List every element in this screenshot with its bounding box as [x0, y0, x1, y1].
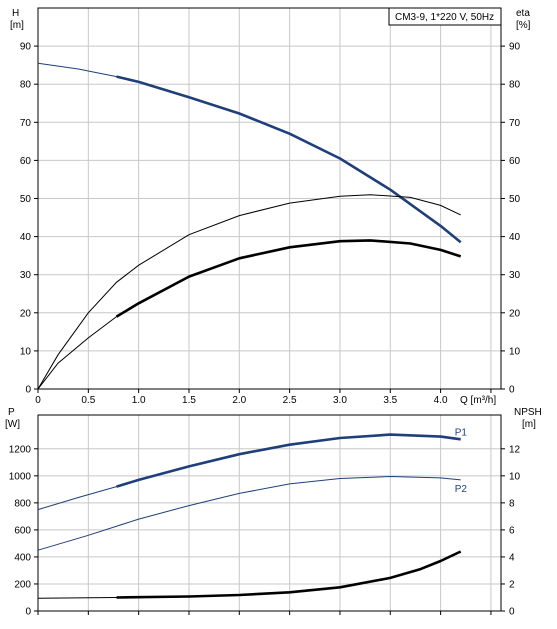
x-tick-label: 2.5	[283, 395, 297, 406]
bottom-left-tick-label: 1200	[9, 444, 32, 455]
top-left-tick-label: 40	[20, 232, 32, 243]
top-right-tick-label: 10	[509, 346, 521, 357]
top-left-tick-label: 50	[20, 194, 32, 205]
top-left-axis-unit: [m]	[10, 20, 24, 31]
top-series-group	[37, 62, 462, 390]
top-left-tick-label: 70	[20, 118, 32, 129]
top-axis-ticks: 0 0.5 1.0 1.5 2.0 2.5 3.0 3.5 4.0 0 10 20 30 40 50 60 70…	[20, 42, 521, 406]
bottom-series-3-bold-line	[116, 550, 462, 599]
bottom-right-tick-label: 8	[509, 498, 515, 509]
bottom-left-tick-label: 0	[25, 607, 31, 618]
x-tick-label: 0	[35, 395, 41, 406]
bottom-series-p2-label: P2	[455, 484, 468, 495]
bottom-grid	[38, 415, 501, 611]
legend-box-text: CM3-9, 1*220 V, 50Hz	[395, 12, 494, 23]
x-tick-label: 4.0	[434, 395, 448, 406]
top-right-tick-label: 50	[509, 194, 521, 205]
x-tick-label: 3.5	[383, 395, 397, 406]
top-left-tick-label: 60	[20, 156, 32, 167]
legend-box	[388, 7, 502, 26]
bottom-right-tick-label: 12	[509, 444, 521, 455]
top-grid	[38, 8, 501, 389]
bottom-right-axis-label: NPSH	[514, 407, 542, 418]
bottom-series-group: P1 P2	[37, 427, 468, 599]
bottom-axis-ticks: 0 200 400 600 800 1000 1200 0 2 4 6 8 10 12	[9, 444, 521, 617]
top-right-tick-label: 40	[509, 232, 521, 243]
top-right-tick-label: 90	[509, 42, 521, 53]
bottom-panel-power-npsh: 0 200 400 600 800 1000 1200 0 2 4 6 8 10 12 P1 P2 P [W…	[5, 407, 542, 618]
top-left-tick-label: 90	[20, 42, 32, 53]
bottom-left-tick-label: 800	[14, 498, 31, 509]
x-tick-label: 2.0	[232, 395, 246, 406]
top-series-1-bold-line	[116, 75, 462, 244]
top-right-axis-label: eta	[516, 8, 530, 19]
x-axis-label: Q [m³/h]	[460, 395, 496, 406]
bottom-left-tick-label: 400	[14, 552, 31, 563]
top-right-tick-label: 0	[509, 385, 515, 396]
x-tick-label: 3.0	[333, 395, 347, 406]
top-left-axis-label: H	[12, 8, 19, 19]
bottom-series-p2-line	[37, 475, 461, 551]
top-panel-head-efficiency: 0 0.5 1.0 1.5 2.0 2.5 3.0 3.5 4.0 0 10 20 30 40 50 60 70…	[10, 7, 531, 406]
x-tick-label: 1.0	[132, 395, 146, 406]
top-left-tick-label: 20	[20, 308, 32, 319]
top-left-tick-label: 30	[20, 270, 32, 281]
top-series-2-line	[37, 194, 461, 390]
bottom-right-tick-label: 6	[509, 525, 515, 536]
bottom-series-p1-label: P1	[455, 427, 468, 438]
top-left-tick-label: 80	[20, 80, 32, 91]
top-right-tick-label: 70	[509, 118, 521, 129]
x-tick-label: 0.5	[81, 395, 95, 406]
top-right-axis-unit: [%]	[516, 20, 531, 31]
bottom-left-axis-unit: [W]	[5, 419, 20, 430]
x-tick-label: 1.5	[182, 395, 196, 406]
bottom-right-tick-label: 0	[509, 607, 515, 618]
bottom-left-tick-label: 200	[14, 579, 31, 590]
top-right-tick-label: 60	[509, 156, 521, 167]
bottom-left-axis-label: P	[8, 407, 15, 418]
top-left-tick-label: 10	[20, 346, 32, 357]
top-right-tick-label: 30	[509, 270, 521, 281]
top-series-1-thin-line	[37, 62, 117, 78]
bottom-right-tick-label: 4	[509, 552, 515, 563]
bottom-right-tick-label: 10	[509, 471, 521, 482]
top-series-3-bold-line	[115, 239, 462, 318]
bottom-right-axis-unit: [m]	[522, 419, 536, 430]
top-series-3-thin-line	[37, 316, 117, 390]
top-right-tick-label: 20	[509, 308, 521, 319]
bottom-series-p1-thin-line	[37, 486, 117, 511]
bottom-series-p1-bold-line	[116, 433, 461, 488]
top-right-tick-label: 80	[509, 80, 521, 91]
bottom-right-tick-label: 2	[509, 579, 515, 590]
bottom-series-3-thin-line	[37, 597, 117, 599]
bottom-left-tick-label: 1000	[9, 471, 32, 482]
bottom-left-tick-label: 600	[14, 525, 31, 536]
bottom-plot-frame	[37, 414, 502, 612]
top-left-tick-label: 0	[25, 385, 31, 396]
